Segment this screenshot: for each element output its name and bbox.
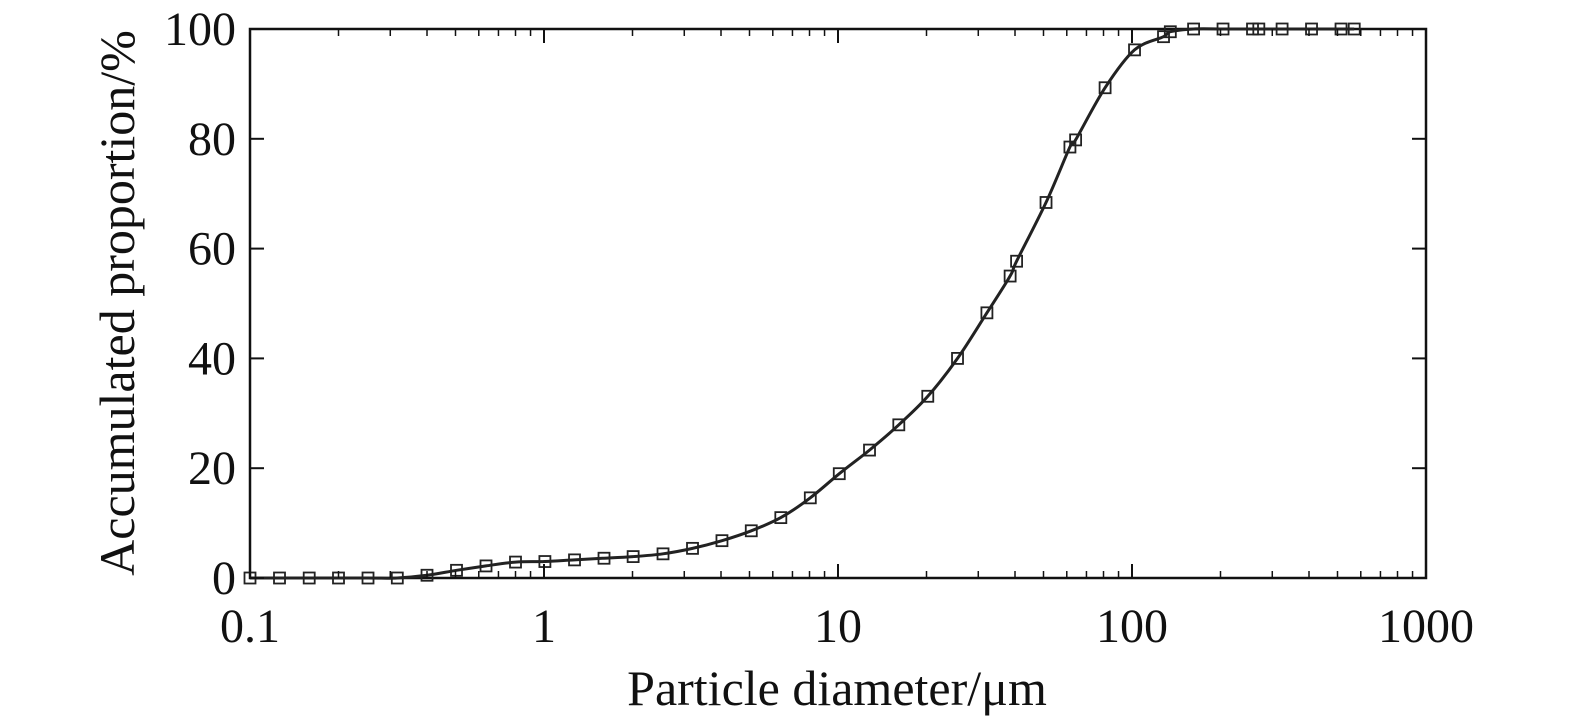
- data-point-marker: [1163, 25, 1177, 39]
- data-point-marker: [980, 306, 994, 320]
- series-line: [250, 27, 1355, 580]
- data-point-marker: [863, 443, 876, 457]
- x-tick-label: 100: [1096, 600, 1168, 653]
- x-axis-label: Particle diameter/μm: [627, 660, 1047, 716]
- data-point-marker: [390, 571, 404, 585]
- data-point-marker: [1347, 22, 1361, 36]
- data-point-marker: [1216, 22, 1230, 36]
- data-point-marker: [921, 389, 935, 403]
- y-axis-label: Accumulated proportion/%: [89, 30, 145, 576]
- y-axis-ticks: 0 20 40 60 80 100: [164, 3, 1426, 605]
- data-point-marker: [1305, 22, 1318, 36]
- x-tick-label: 1000: [1378, 600, 1474, 653]
- data-point-marker: [951, 351, 964, 365]
- data-point-marker: [686, 541, 699, 555]
- y-tick-label: 60: [188, 223, 236, 276]
- data-point-marker: [832, 467, 846, 481]
- data-point-marker: [774, 511, 788, 525]
- plot-frame: [248, 27, 1428, 580]
- y-tick-label: 80: [188, 113, 236, 166]
- x-tick-label: 0.1: [220, 600, 280, 653]
- data-point-marker: [1128, 43, 1141, 57]
- data-point-marker: [626, 550, 640, 563]
- data-point-marker: [803, 491, 817, 505]
- data-point-marker: [361, 571, 375, 585]
- data-point-marker: [1275, 22, 1289, 36]
- x-tick-label: 1: [532, 600, 556, 653]
- data-point-marker: [1010, 254, 1023, 268]
- data-point-marker: [479, 559, 493, 573]
- data-point-marker: [302, 571, 316, 585]
- y-tick-label: 100: [164, 3, 236, 56]
- y-tick-label: 0: [212, 552, 236, 605]
- data-point-marker: [715, 534, 729, 548]
- data-point-marker: [1039, 196, 1053, 209]
- data-point-marker: [273, 571, 286, 585]
- data-point-marker: [744, 524, 758, 538]
- data-point-marker: [892, 418, 906, 432]
- y-tick-label: 40: [188, 332, 236, 385]
- data-point-marker: [1334, 22, 1348, 36]
- data-point-marker: [1187, 22, 1200, 36]
- data-point-marker: [1098, 81, 1112, 95]
- data-point-marker: [568, 553, 581, 567]
- data-point-marker: [1252, 22, 1266, 36]
- data-point-marker: [1003, 269, 1017, 283]
- plot-layer: [243, 22, 1428, 585]
- data-point-marker: [656, 547, 670, 561]
- x-axis-ticks: 0.1 1 10 100 1000: [220, 29, 1474, 653]
- data-point-marker: [509, 555, 522, 569]
- data-point-marker: [1069, 133, 1083, 147]
- data-point-marker: [450, 563, 463, 577]
- y-tick-label: 20: [188, 442, 236, 495]
- x-tick-label: 10: [814, 600, 862, 653]
- data-point-marker: [420, 568, 434, 582]
- data-point-marker: [597, 551, 611, 565]
